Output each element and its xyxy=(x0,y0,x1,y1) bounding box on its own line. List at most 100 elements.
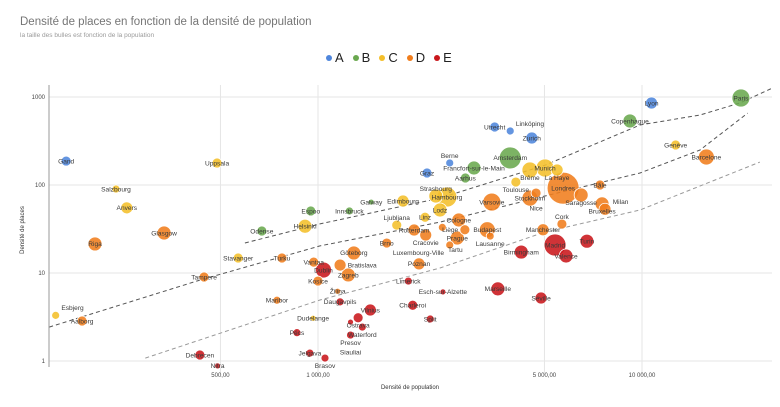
bubble[interactable] xyxy=(482,192,502,212)
bubble[interactable] xyxy=(214,362,222,370)
bubble-label: Turin xyxy=(580,238,595,245)
bubble[interactable] xyxy=(309,314,317,322)
bubble[interactable] xyxy=(425,314,435,324)
bubble[interactable] xyxy=(510,176,522,188)
bubble[interactable] xyxy=(346,330,355,340)
bubble[interactable] xyxy=(579,233,595,249)
bubble[interactable] xyxy=(198,271,210,283)
bubble[interactable] xyxy=(297,218,313,234)
bubble[interactable] xyxy=(451,212,467,228)
bubble[interactable] xyxy=(305,205,317,217)
bubble-label: Aarhus xyxy=(455,175,477,182)
bubble[interactable] xyxy=(335,297,345,307)
bubble-label: Paris xyxy=(733,95,749,102)
legend-item-d[interactable]: D xyxy=(406,50,425,65)
bubble[interactable] xyxy=(51,310,61,320)
bubble[interactable] xyxy=(598,202,612,216)
bubble[interactable] xyxy=(346,245,362,261)
bubble[interactable] xyxy=(536,223,550,237)
bubble[interactable] xyxy=(60,155,72,167)
bubble[interactable] xyxy=(272,295,282,305)
bubble[interactable] xyxy=(256,225,268,237)
bubble[interactable] xyxy=(407,299,419,311)
bubble[interactable] xyxy=(120,201,134,215)
bubble[interactable] xyxy=(352,312,364,324)
bubble[interactable] xyxy=(412,257,426,271)
bubble-label: Turku xyxy=(274,255,291,262)
bubble[interactable] xyxy=(594,179,606,191)
bubble[interactable] xyxy=(312,275,324,287)
bubble[interactable] xyxy=(357,322,367,332)
bubble[interactable] xyxy=(76,315,88,327)
bubble-label: Riga xyxy=(88,241,102,248)
bubble[interactable] xyxy=(334,287,342,295)
bubble[interactable] xyxy=(391,219,403,231)
legend-item-e[interactable]: E xyxy=(434,50,452,65)
bubble[interactable] xyxy=(513,244,529,260)
bubble[interactable] xyxy=(525,131,539,145)
bubble[interactable] xyxy=(363,303,377,317)
bubble[interactable] xyxy=(292,328,302,338)
bubble[interactable] xyxy=(232,252,244,264)
bubble[interactable] xyxy=(543,233,567,257)
legend-item-b[interactable]: B xyxy=(352,50,370,65)
bubble[interactable] xyxy=(556,218,568,230)
bubble[interactable] xyxy=(439,288,447,296)
bubble[interactable] xyxy=(622,113,638,129)
bubble-label: Bâle xyxy=(593,182,607,189)
bubble[interactable] xyxy=(308,256,320,268)
bubble-label: Luxembourg-Ville xyxy=(393,250,445,257)
bubble[interactable] xyxy=(489,121,501,133)
bubble[interactable] xyxy=(419,211,431,223)
bubble[interactable] xyxy=(534,291,548,305)
bubble[interactable] xyxy=(407,223,421,237)
bubble[interactable] xyxy=(276,252,288,264)
bubble[interactable] xyxy=(432,202,448,218)
bubble[interactable] xyxy=(573,187,589,203)
bubble[interactable] xyxy=(459,172,471,184)
bubble[interactable] xyxy=(315,261,332,279)
bubble[interactable] xyxy=(466,160,482,176)
bubble[interactable] xyxy=(381,237,393,249)
bubble[interactable] xyxy=(194,349,206,361)
bubble[interactable] xyxy=(670,139,682,151)
bubble[interactable] xyxy=(344,206,354,216)
bubble[interactable] xyxy=(87,236,103,252)
bubble[interactable] xyxy=(459,224,471,236)
legend-item-c[interactable]: C xyxy=(379,50,398,65)
bubble[interactable] xyxy=(340,267,356,283)
bubble[interactable] xyxy=(697,148,715,166)
bubble[interactable] xyxy=(485,231,495,241)
bubble[interactable] xyxy=(731,88,751,108)
bubble[interactable] xyxy=(445,158,455,168)
bubble[interactable] xyxy=(419,228,433,242)
bubble[interactable] xyxy=(498,146,522,170)
bubble[interactable] xyxy=(111,184,121,194)
bubble-label: Barcelone xyxy=(692,154,722,161)
bubble[interactable] xyxy=(490,281,506,297)
bubble[interactable] xyxy=(403,276,413,286)
bubble[interactable] xyxy=(428,188,444,204)
bubble[interactable] xyxy=(645,96,658,110)
bubble[interactable] xyxy=(396,194,410,208)
bubble[interactable] xyxy=(521,161,539,179)
bubble[interactable] xyxy=(437,222,447,232)
bubble[interactable] xyxy=(156,225,172,241)
bubble[interactable] xyxy=(320,353,330,363)
bubble[interactable] xyxy=(550,163,564,177)
bubble[interactable] xyxy=(211,157,223,169)
bubble-label: Zagreb xyxy=(338,272,359,279)
bubble[interactable] xyxy=(445,240,455,250)
bubble[interactable] xyxy=(333,258,347,272)
bubble[interactable] xyxy=(530,187,542,199)
bubble[interactable] xyxy=(505,126,515,136)
bubble[interactable] xyxy=(305,348,315,358)
bubble[interactable] xyxy=(558,248,574,264)
bubble[interactable] xyxy=(421,167,433,179)
bubble[interactable] xyxy=(347,318,354,326)
bubble[interactable] xyxy=(449,230,465,246)
bubble[interactable] xyxy=(367,198,375,206)
bubble-label: Presov xyxy=(340,340,361,347)
legend-item-a[interactable]: A xyxy=(326,50,344,65)
